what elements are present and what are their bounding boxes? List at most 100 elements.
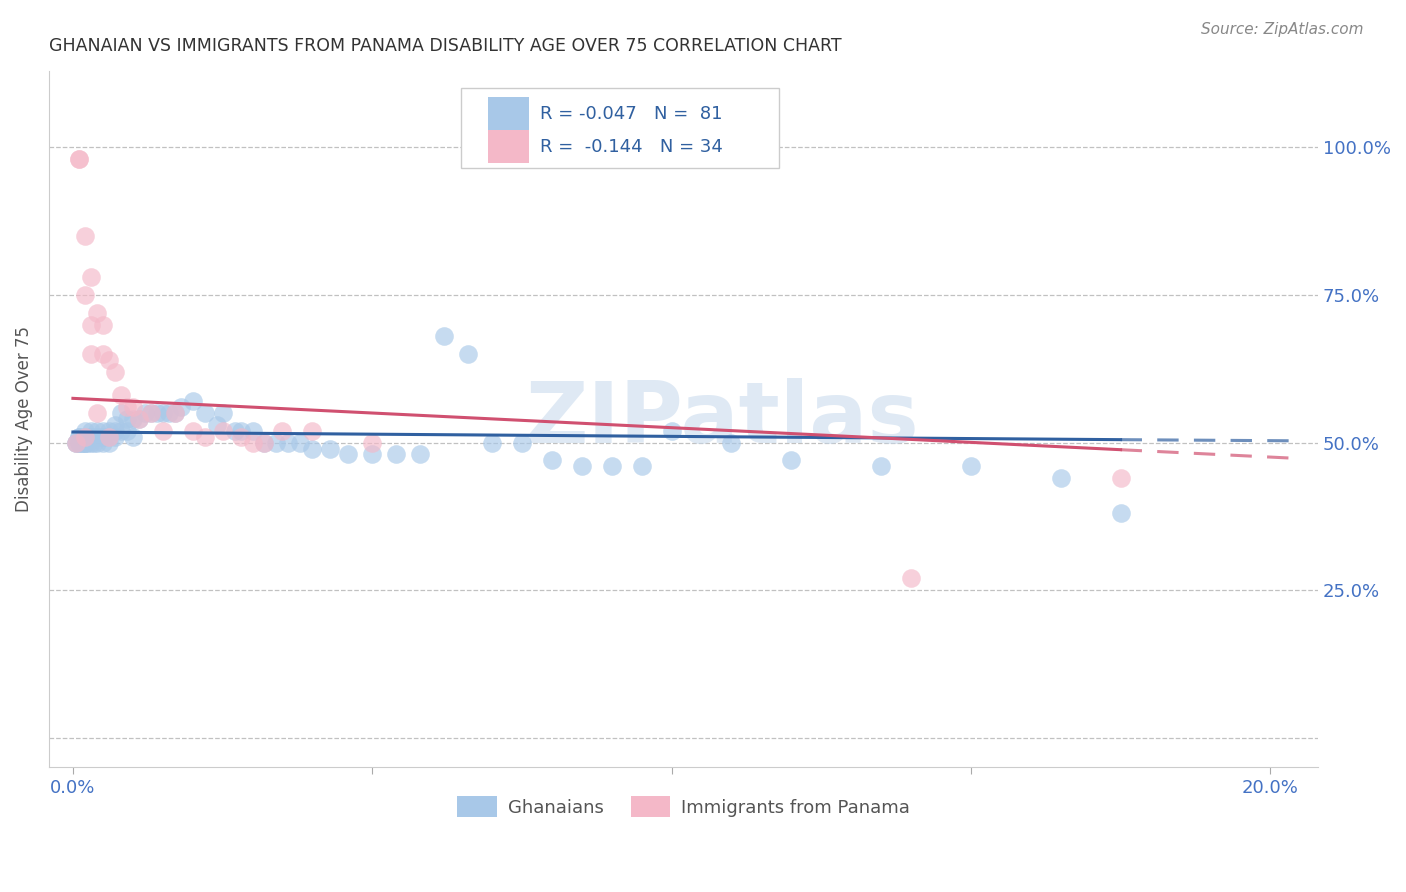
- Point: [86, 424, 108, 438]
- Point: [104, 417, 127, 432]
- Point: [110, 388, 132, 402]
- Point: [80, 424, 103, 438]
- Point: [121, 430, 143, 444]
- Point: [73, 430, 96, 444]
- Point: [86, 306, 108, 320]
- Point: [661, 424, 683, 438]
- Point: [73, 435, 96, 450]
- Point: [67, 435, 90, 450]
- Point: [91, 318, 114, 332]
- Point: [145, 406, 167, 420]
- FancyBboxPatch shape: [488, 130, 529, 163]
- Point: [211, 424, 233, 438]
- Point: [70, 435, 93, 450]
- Point: [211, 406, 233, 420]
- Point: [540, 453, 562, 467]
- Point: [152, 406, 174, 420]
- Point: [229, 430, 252, 444]
- Point: [163, 406, 186, 420]
- Point: [960, 459, 983, 474]
- Point: [67, 430, 90, 444]
- Point: [139, 406, 162, 420]
- Point: [86, 406, 108, 420]
- Point: [97, 435, 120, 450]
- Point: [181, 424, 204, 438]
- Point: [229, 424, 252, 438]
- Text: ZIPatlas: ZIPatlas: [524, 377, 918, 460]
- Point: [110, 424, 132, 438]
- Point: [115, 424, 138, 438]
- Point: [337, 447, 360, 461]
- FancyBboxPatch shape: [461, 88, 779, 169]
- Point: [253, 435, 276, 450]
- Point: [91, 435, 114, 450]
- Point: [242, 424, 264, 438]
- Point: [121, 412, 143, 426]
- Point: [73, 288, 96, 302]
- Point: [205, 417, 228, 432]
- Point: [73, 430, 96, 444]
- Point: [1109, 471, 1132, 485]
- Point: [266, 435, 288, 450]
- Point: [163, 406, 186, 420]
- Point: [115, 412, 138, 426]
- Point: [65, 435, 87, 450]
- Point: [128, 412, 150, 426]
- Point: [301, 442, 323, 456]
- Point: [67, 435, 90, 450]
- Point: [86, 430, 108, 444]
- Point: [361, 447, 384, 461]
- Point: [67, 430, 90, 444]
- Point: [152, 424, 174, 438]
- Point: [900, 571, 922, 585]
- Point: [91, 347, 114, 361]
- Point: [91, 424, 114, 438]
- Point: [870, 459, 893, 474]
- Point: [80, 430, 103, 444]
- Point: [104, 430, 127, 444]
- Point: [253, 435, 276, 450]
- FancyBboxPatch shape: [488, 97, 529, 130]
- Point: [80, 430, 103, 444]
- Point: [128, 412, 150, 426]
- Point: [600, 459, 623, 474]
- Point: [97, 424, 120, 438]
- Point: [65, 435, 87, 450]
- Point: [80, 318, 103, 332]
- Point: [134, 406, 156, 420]
- Text: Source: ZipAtlas.com: Source: ZipAtlas.com: [1201, 22, 1364, 37]
- Point: [73, 229, 96, 244]
- Point: [433, 329, 456, 343]
- Point: [73, 424, 96, 438]
- Point: [1049, 471, 1071, 485]
- Point: [181, 394, 204, 409]
- Point: [224, 424, 246, 438]
- Point: [481, 435, 503, 450]
- Point: [97, 430, 120, 444]
- Point: [139, 406, 162, 420]
- Point: [80, 347, 103, 361]
- Point: [67, 153, 90, 167]
- Point: [1109, 507, 1132, 521]
- Text: R = -0.047   N =  81: R = -0.047 N = 81: [540, 104, 723, 122]
- Text: R =  -0.144   N = 34: R = -0.144 N = 34: [540, 137, 723, 156]
- Point: [361, 435, 384, 450]
- Point: [271, 424, 294, 438]
- Point: [70, 435, 93, 450]
- Point: [121, 400, 143, 414]
- Point: [91, 430, 114, 444]
- Point: [77, 435, 100, 450]
- Point: [385, 447, 408, 461]
- Point: [571, 459, 593, 474]
- Point: [80, 270, 103, 285]
- Point: [409, 447, 432, 461]
- Point: [104, 424, 127, 438]
- Point: [301, 424, 323, 438]
- Point: [720, 435, 742, 450]
- Point: [97, 353, 120, 368]
- Point: [91, 430, 114, 444]
- Point: [86, 435, 108, 450]
- Point: [157, 406, 180, 420]
- Text: GHANAIAN VS IMMIGRANTS FROM PANAMA DISABILITY AGE OVER 75 CORRELATION CHART: GHANAIAN VS IMMIGRANTS FROM PANAMA DISAB…: [49, 37, 842, 55]
- Point: [110, 406, 132, 420]
